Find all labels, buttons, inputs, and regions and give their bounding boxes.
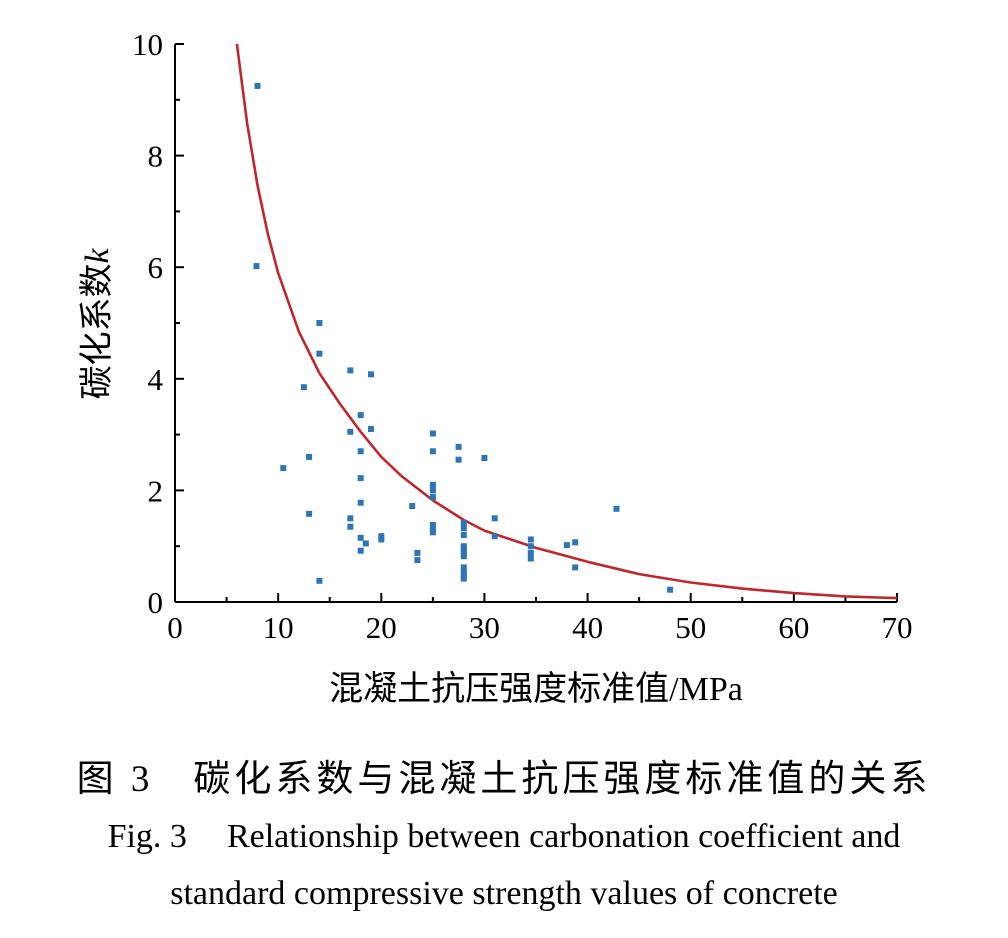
data-point [429,487,436,494]
data-point [429,529,436,536]
data-point [460,532,467,538]
data-point [316,577,323,584]
data-point [368,371,374,378]
data-point [414,549,421,556]
data-point [347,428,354,435]
data-point [460,519,467,526]
data-point [460,564,467,571]
data-point [316,350,323,357]
fit-curve-layer [235,43,898,600]
data-point [429,494,436,501]
data-point [414,557,421,564]
fit-curve-line [235,43,898,600]
data-point [300,384,307,391]
data-point [572,564,579,571]
data-point [357,475,364,482]
data-point [491,515,498,522]
data-point [347,367,354,374]
y-tick-label: 0 [148,585,164,620]
data-point [347,523,354,530]
caption-cn-text: 碳化系数与混凝土抗压强度标准值的关系 [193,759,932,800]
data-point [254,82,261,89]
data-point [429,522,436,528]
data-point [357,499,364,506]
caption-english-line2: standard compressive strength values of … [0,875,1008,913]
data-point [455,456,462,463]
x-tick-label: 0 [167,610,183,645]
data-point [429,448,436,455]
x-tick-label: 40 [572,610,603,645]
data-point [527,555,534,562]
data-point [527,543,534,550]
caption-chinese: 图 3 碳化系数与混凝土抗压强度标准值的关系 [0,748,1008,802]
data-point [429,430,436,437]
data-point [357,412,364,419]
data-point [378,533,385,540]
data-point [572,539,579,546]
data-point [460,525,467,532]
data-point [347,515,354,522]
data-point [527,536,534,543]
data-point [460,570,467,576]
y-tick-label: 4 [148,362,164,397]
data-point [455,443,462,450]
caption-en-line1-text: Relationship between carbonation coeffic… [226,818,901,855]
x-axis-title: 混凝土抗压强度标准值/MPa [329,670,743,708]
x-tick-label: 10 [263,610,294,645]
data-point [253,263,260,270]
data-point [481,455,488,461]
data-point [306,453,313,460]
x-tick-label: 20 [366,610,397,645]
x-tick-label: 30 [469,610,500,645]
y-tick-label: 2 [148,473,164,508]
y-axis-title-text: 碳化系数 [78,264,116,400]
data-point [280,465,287,472]
data-point [357,534,364,541]
y-tick-label: 8 [148,139,164,174]
data-point [460,575,467,582]
caption-cn-label: 图 3 [76,759,154,800]
y-tick-label: 10 [132,27,163,62]
y-axis-variable: k [79,248,116,264]
scatter-chart: 0 10 20 30 40 50 60 70 0 2 4 6 8 10 混凝土抗压强度标准值/MPa 碳化… [78,27,913,708]
data-point [316,320,323,326]
data-point [378,536,385,543]
data-point [527,549,534,556]
data-points-layer [253,82,674,593]
data-point [409,503,416,509]
data-point [563,542,570,549]
data-point [613,505,620,512]
x-tick-label: 70 [882,610,913,645]
data-point [362,540,369,547]
caption-english-line1: Fig. 3 Relationship between carbonation c… [0,818,1008,856]
data-point [491,533,498,540]
caption-en-line2-text: standard compressive strength values of … [170,875,838,912]
y-axis-title: 碳化系数k [78,248,116,400]
y-tick-label: 6 [148,250,164,285]
x-tick-label: 50 [675,610,706,645]
data-point [306,510,313,517]
data-point [460,553,467,560]
caption-en-label: Fig. 3 [107,818,187,855]
data-point [357,547,364,554]
data-point [429,481,436,488]
data-point [667,586,674,593]
axes: 0 10 20 30 40 50 60 70 0 2 4 6 8 10 [132,27,913,645]
x-tick-label: 60 [778,610,809,645]
data-point [460,546,467,552]
data-point [368,426,374,432]
data-point [460,549,467,556]
data-point [357,448,364,455]
